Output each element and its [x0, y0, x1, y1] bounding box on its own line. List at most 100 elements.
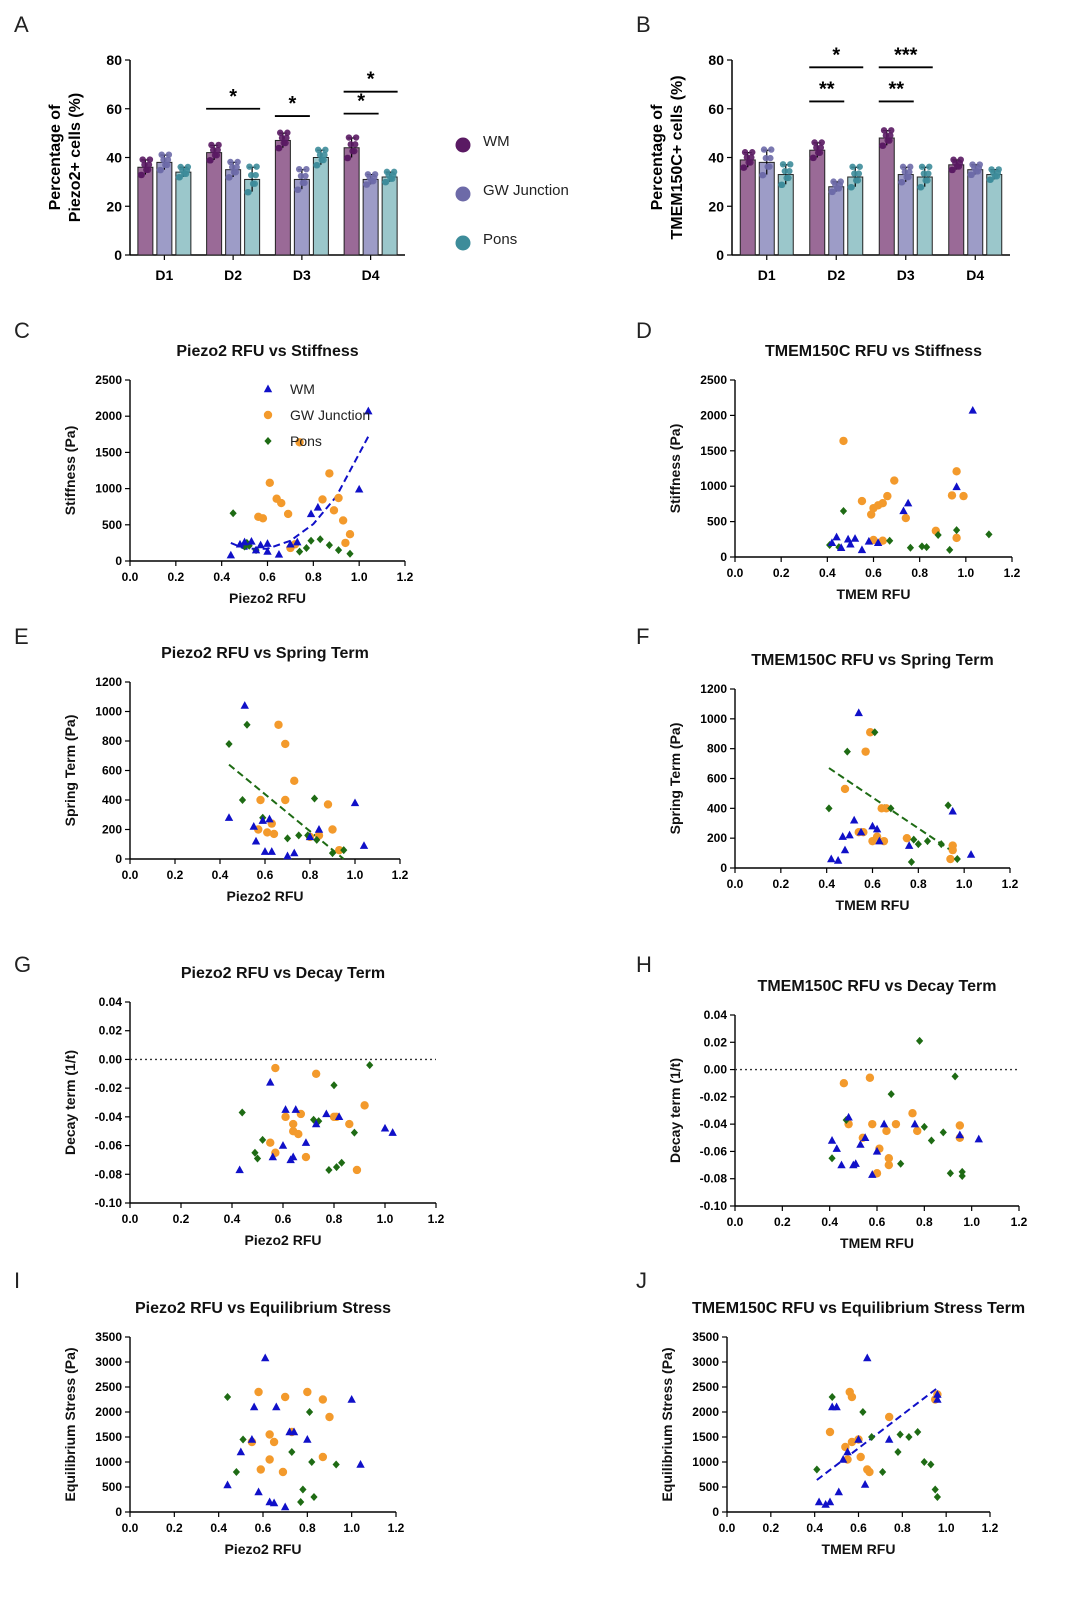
- panel-f-point-wm: [948, 806, 957, 815]
- panel-j-xtick-label: 0.2: [762, 1521, 779, 1535]
- panel-a-datapoint: [139, 156, 146, 163]
- panel-f-xtick-label: 0.8: [910, 877, 927, 891]
- panel-b-datapoint: [817, 144, 825, 151]
- panel-j-point-wm: [834, 1487, 843, 1496]
- panel-h-point-pons: [920, 1122, 928, 1131]
- panel-i-point-wm: [254, 1487, 263, 1496]
- panel-b-ylabel-line1: Percentage of: [649, 104, 666, 210]
- panel-a-datapoint: [158, 151, 165, 158]
- panel-b-datapoint: [855, 170, 863, 177]
- panel-g-point-pons: [251, 1148, 259, 1157]
- panel-b-datapoint: [925, 170, 932, 177]
- panel-a-sig-label: *: [357, 91, 365, 113]
- panel-c-point-wm: [306, 509, 316, 518]
- panel-e-point-wm: [258, 816, 267, 824]
- panel-h-point-gw-junction: [908, 1109, 917, 1118]
- panel-a-datapoint: [206, 157, 213, 164]
- panel-i-xtick-label: 0.0: [122, 1521, 139, 1535]
- panel-g-ylabel: Decay term (1/t): [62, 1050, 78, 1155]
- panel-h-point-pons: [887, 1090, 895, 1099]
- panel-e-point-wm: [305, 832, 315, 841]
- panel-h-point-wm: [849, 1160, 858, 1169]
- panel-h-xtick-label: 0.4: [821, 1215, 838, 1229]
- panel-b-datapoint: [888, 127, 895, 134]
- panel-h-point-wm: [872, 1146, 882, 1155]
- panel-j-title: TMEM150C RFU vs Equilibrium Stress Term: [692, 1300, 1025, 1317]
- panel-i-point-pons: [239, 1435, 247, 1444]
- panel-e-xtick-label: 0.8: [302, 868, 319, 882]
- panel-e-point-wm: [283, 851, 292, 860]
- panel-i-xtick-label: 0.8: [299, 1521, 316, 1535]
- panel-e-ytick-label: 600: [102, 764, 122, 778]
- panel-h-point-wm: [974, 1134, 983, 1143]
- panel-a-xtick-label: D4: [362, 267, 380, 283]
- panel-b-datapoint: [920, 170, 928, 177]
- panel-e-point-pons: [283, 834, 292, 843]
- panel-b-datapoint: [975, 164, 983, 172]
- panel-j-xlabel: TMEM RFU: [822, 1541, 896, 1557]
- panel-f-xlabel: TMEM RFU: [836, 897, 910, 913]
- panel-c-xtick-label: 0.0: [122, 570, 139, 584]
- panel-a-datapoint: [314, 146, 322, 154]
- panel-g-point-wm: [334, 1112, 344, 1121]
- panel-d-point-pons: [946, 545, 954, 554]
- panel-i-xtick-label: 0.2: [166, 1521, 183, 1535]
- panel-g-point-gw-junction: [281, 1112, 290, 1122]
- panel-h-ytick-label: 0.00: [704, 1063, 728, 1077]
- panel-a-xtick-label: D1: [155, 267, 173, 283]
- panel-a-datapoint: [215, 141, 222, 149]
- panel-e-scatter: Piezo2 RFU vs Spring Term 0.0 0.2 0.4 0.6 0.8…: [62, 645, 409, 904]
- panel-b-datapoint: [994, 169, 1002, 177]
- panel-a-datapoint: [165, 151, 173, 158]
- panel-d-ylabel: Stiffness (Pa): [667, 424, 683, 513]
- panel-h-point-gw-junction: [884, 1154, 894, 1163]
- panel-b-xtick-label: D3: [897, 267, 915, 283]
- panel-b-datapoint: [918, 163, 926, 170]
- panel-d-point-pons: [953, 526, 961, 535]
- panel-d-ytick-label: 1500: [700, 444, 727, 458]
- panel-c-point-wm: [263, 547, 272, 555]
- panel-h-xtick-label: 0.2: [774, 1215, 791, 1229]
- panel-b-ytick-label: 40: [708, 150, 724, 166]
- panel-a-datapoint: [162, 161, 169, 169]
- panel-d-point-pons: [839, 506, 848, 515]
- panel-a-datapoint: [275, 144, 282, 152]
- panel-e-ytick-label: 400: [102, 793, 122, 807]
- panel-a-datapoint: [318, 156, 325, 164]
- panel-b-datapoint: [809, 154, 816, 162]
- panel-j-point-wm: [814, 1497, 824, 1506]
- panel-d-xtick-label: 1.2: [1004, 566, 1021, 580]
- panel-a-datapoint: [229, 163, 236, 171]
- panel-g-point-wm: [278, 1141, 288, 1149]
- panel-a-datapoint: [303, 166, 310, 173]
- panel-i-xtick-label: 0.6: [255, 1521, 272, 1535]
- panel-c-legend-label: Pons: [290, 433, 322, 449]
- panel-c-point-wm: [263, 539, 272, 547]
- panel-a-datapoint: [183, 167, 191, 174]
- panel-b-datapoint: [899, 163, 907, 171]
- panel-f-point-pons: [825, 804, 833, 813]
- panel-e-point-wm: [267, 847, 276, 855]
- panel-b-datapoint: [818, 139, 825, 146]
- panel-b-datapoint: [779, 161, 787, 168]
- panel-f-point-wm: [833, 856, 843, 864]
- panel-a-datapoint: [234, 158, 241, 166]
- panel-d-point-gw-junction: [866, 510, 876, 519]
- panel-g-xlabel: Piezo2 RFU: [244, 1232, 321, 1248]
- panel-h-ytick-label: 0.02: [704, 1035, 728, 1049]
- panel-e-point-gw-junction: [335, 845, 344, 855]
- panel-c-ytick-label: 2000: [95, 409, 122, 423]
- panel-g-point-gw-junction: [294, 1129, 303, 1139]
- panel-j-point-gw-junction: [884, 1412, 894, 1422]
- panel-f-point-wm: [856, 827, 866, 836]
- panel-b-datapoint: [811, 139, 818, 146]
- panel-a-ylabel-line1: Percentage of: [47, 104, 64, 210]
- panel-d-point-wm: [832, 532, 841, 541]
- panel-b-datapoint: [907, 163, 914, 171]
- panel-b-sig-label: **: [888, 78, 904, 100]
- panel-c-ytick-label: 0: [115, 554, 122, 568]
- panel-a-datapoint: [244, 189, 251, 196]
- panel-c-point-wm: [240, 537, 249, 546]
- panel-h-point-wm: [844, 1112, 853, 1121]
- panel-e-point-gw-junction: [274, 720, 283, 729]
